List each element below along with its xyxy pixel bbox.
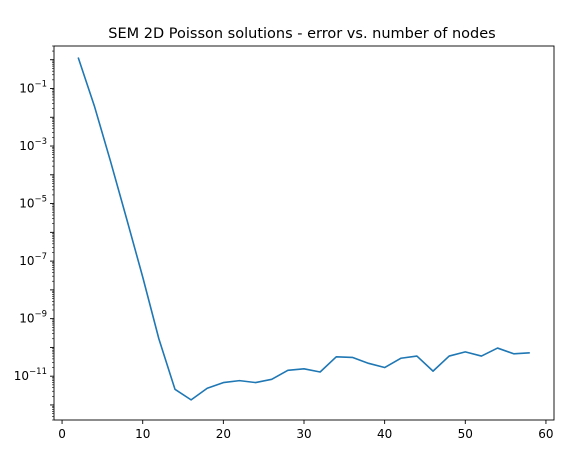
x-tick-label: 0 — [58, 427, 66, 441]
series-line — [77, 57, 530, 401]
y-tick-label: 10−9 — [19, 310, 47, 326]
y-tick-label: 10−5 — [19, 195, 47, 211]
x-axis: 0 10 20 30 40 50 60 — [58, 420, 554, 441]
chart-title: SEM 2D Poisson solutions - error vs. num… — [108, 26, 495, 42]
x-tick-label: 50 — [458, 427, 473, 441]
x-tick-label: 30 — [296, 427, 311, 441]
y-tick-label: 10−1 — [19, 79, 47, 95]
plot-area — [77, 57, 530, 401]
y-tick-label: 10−7 — [19, 252, 47, 268]
y-tick-label: 10−11 — [14, 367, 47, 383]
y-tick-label: 10−3 — [19, 137, 47, 153]
x-tick-label: 60 — [538, 427, 553, 441]
x-tick-label: 20 — [216, 427, 231, 441]
x-tick-label: 10 — [135, 427, 150, 441]
x-tick-label: 40 — [377, 427, 392, 441]
y-axis: 10−1 10−3 10−5 10−7 10−9 10−11 — [14, 45, 54, 421]
